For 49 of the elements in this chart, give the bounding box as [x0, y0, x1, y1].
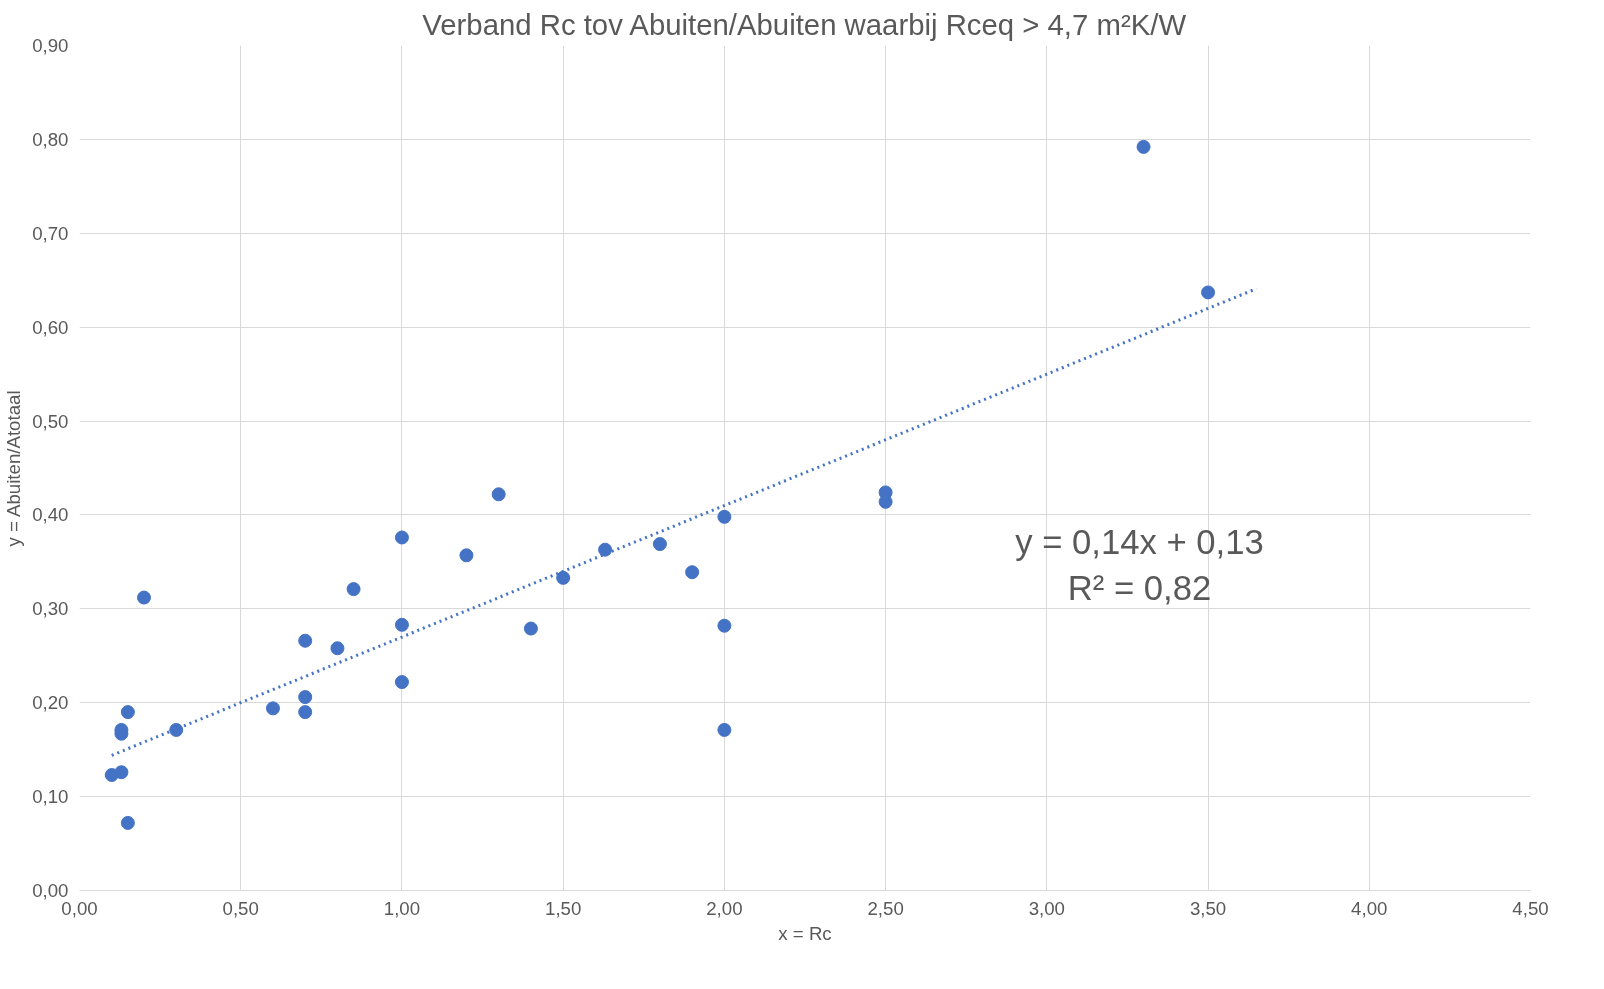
x-axis-title: x = Rc — [778, 922, 832, 944]
point — [394, 530, 409, 545]
annotation: R² = 0,82 — [1067, 568, 1212, 607]
y-tick-label: 0,70 — [32, 222, 69, 244]
y-tick-label: 0,90 — [32, 35, 69, 56]
point — [169, 722, 184, 737]
point — [685, 565, 700, 580]
point — [491, 487, 506, 502]
annotation: y = 0,14x + 0,13 — [1015, 522, 1264, 561]
y-tick-label: 0,20 — [32, 692, 69, 714]
point — [346, 582, 361, 597]
point — [298, 705, 313, 720]
y-tick-label: 0,50 — [32, 410, 69, 432]
point — [598, 542, 613, 557]
point — [265, 701, 280, 716]
y-axis-title: y = Abuiten/Atotaal — [3, 390, 25, 547]
point — [114, 765, 129, 780]
point — [717, 722, 732, 737]
point — [523, 621, 538, 636]
point — [120, 705, 135, 720]
x-tick-label: 4,50 — [1512, 897, 1549, 919]
point — [394, 617, 409, 632]
x-tick-label: 0,50 — [222, 897, 259, 919]
y-tick-label: 0,80 — [32, 128, 69, 150]
chart-title: Verband Rc tov Abuiten/Abuiten waarbij Rceq > 4,7 m²K/W — [422, 7, 1187, 41]
y-tick-label: 0,10 — [32, 786, 69, 808]
point — [120, 815, 135, 830]
x-tick-label: 4,00 — [1351, 897, 1388, 919]
point — [298, 633, 313, 648]
point — [717, 509, 732, 524]
y-tick-label: 0,40 — [32, 504, 69, 526]
x-tick-label: 3,00 — [1028, 897, 1065, 919]
point — [652, 537, 667, 552]
point — [298, 690, 313, 705]
point — [556, 570, 571, 585]
x-tick-label: 2,00 — [706, 897, 743, 919]
point — [717, 618, 732, 633]
y-tick-label: 0,60 — [32, 316, 69, 338]
point — [394, 675, 409, 690]
point — [330, 641, 345, 656]
point — [459, 548, 474, 563]
x-tick-label: 3,50 — [1189, 897, 1227, 919]
point — [1201, 285, 1216, 300]
y-tick-label: 0,30 — [32, 598, 69, 620]
point — [136, 590, 151, 605]
point — [1136, 139, 1151, 154]
x-tick-label: 1,00 — [383, 897, 421, 919]
x-tick-label: 1,50 — [545, 897, 582, 919]
x-tick-label: 2,50 — [867, 897, 904, 919]
